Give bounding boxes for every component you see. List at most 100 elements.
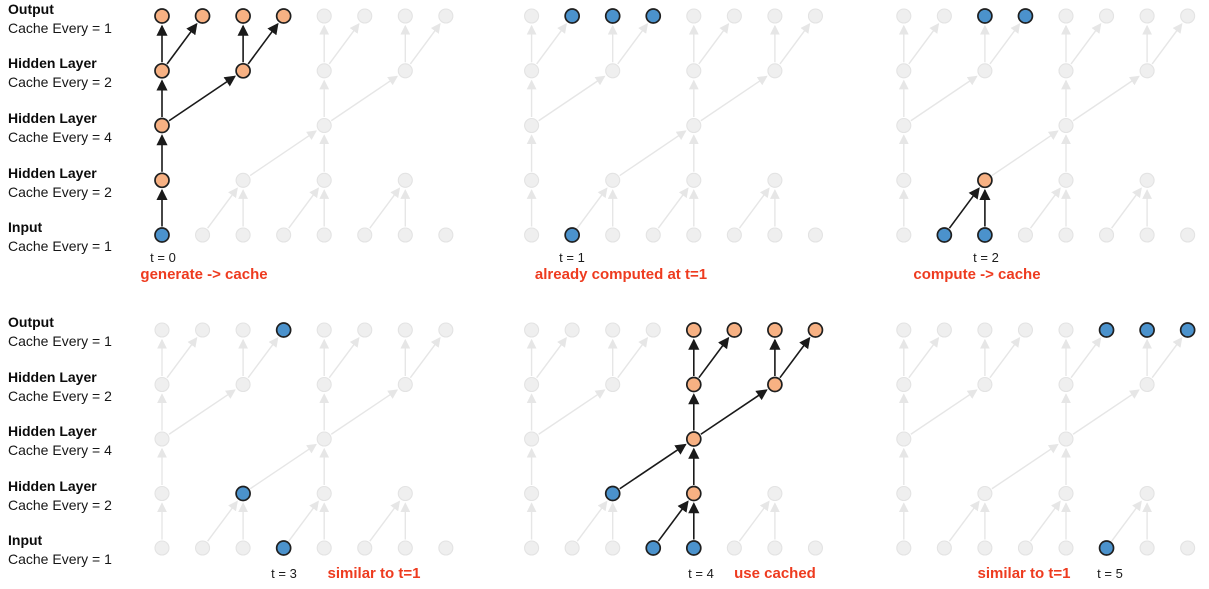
inactive-edge [1029, 187, 1061, 229]
node-computed-hidden-cache4-4 [685, 431, 702, 447]
node-computed-output-3 [275, 8, 292, 24]
node-computed-hidden-cache2-lower-2 [977, 172, 993, 189]
active-edge [700, 389, 768, 435]
node-inactive-hidden-cache2-lower-2 [235, 172, 251, 188]
inactive-edge [1070, 337, 1102, 379]
node-inactive-input-4 [1058, 540, 1074, 556]
node-inactive-input-3 [1017, 540, 1033, 556]
node-inactive-hidden-cache2-upper-4 [686, 63, 702, 79]
inactive-edge [989, 23, 1021, 65]
active-edge [948, 187, 980, 229]
node-inactive-input-7 [1180, 540, 1196, 556]
inactive-edge [207, 500, 238, 542]
node-inactive-input-7 [1180, 227, 1196, 243]
node-inactive-hidden-cache2-upper-0 [896, 376, 912, 393]
inactive-edge [1151, 337, 1183, 379]
caption-t2: compute -> cache [913, 266, 1041, 283]
inactive-edge [249, 130, 317, 177]
node-inactive-hidden-cache4-0 [896, 117, 912, 134]
node-inactive-input-2 [605, 540, 621, 556]
node-inactive-input-7 [438, 540, 454, 556]
node-inactive-hidden-cache4-4 [316, 117, 332, 134]
inactive-edge [247, 337, 279, 379]
node-inactive-hidden-cache2-lower-4 [1058, 172, 1074, 188]
layer-label-hidden2b-bottom: Hidden Layer Cache Every = 2 [8, 477, 112, 515]
node-inactive-output-5 [357, 322, 373, 338]
inactive-edge [330, 75, 399, 122]
node-inactive-hidden-cache4-4 [316, 431, 332, 447]
node-cached-output-3 [645, 8, 662, 24]
caption-t4: use cached [734, 565, 816, 582]
inactive-edge [779, 23, 811, 65]
panel-t5 [896, 322, 1196, 556]
node-cached-hidden-cache2-lower-2 [604, 485, 621, 502]
node-inactive-hidden-cache2-upper-0 [524, 63, 540, 79]
layer-cache-label: Cache Every = 2 [8, 497, 112, 513]
node-computed-output-4 [685, 322, 702, 338]
node-inactive-hidden-cache2-lower-2 [977, 485, 993, 502]
node-inactive-input-4 [316, 227, 332, 243]
layer-cache-label: Cache Every = 1 [8, 20, 112, 36]
node-inactive-output-5 [726, 8, 742, 24]
node-inactive-input-4 [316, 540, 332, 556]
node-inactive-hidden-cache4-4 [1058, 431, 1074, 447]
node-inactive-hidden-cache4-0 [524, 431, 540, 447]
node-inactive-hidden-cache2-lower-6 [767, 172, 783, 188]
node-inactive-hidden-cache2-lower-6 [1139, 485, 1155, 502]
inactive-edge [168, 389, 236, 435]
node-cached-input-1 [564, 227, 581, 243]
node-inactive-hidden-cache2-upper-2 [605, 376, 621, 393]
layer-cache-label: Cache Every = 2 [8, 184, 112, 200]
node-inactive-input-6 [767, 540, 783, 556]
inactive-edge [288, 500, 319, 542]
node-computed-output-6 [767, 322, 783, 338]
inactive-edge [536, 337, 567, 379]
node-inactive-output-1 [936, 8, 952, 24]
node-inactive-hidden-cache2-lower-6 [767, 485, 783, 502]
node-inactive-input-5 [726, 227, 742, 243]
node-inactive-output-3 [645, 322, 661, 338]
inactive-edge [409, 23, 441, 65]
inactive-edge [617, 337, 649, 379]
inactive-edge [700, 75, 768, 122]
node-inactive-output-2 [977, 322, 993, 338]
layer-title: Hidden Layer [8, 478, 97, 494]
node-cached-input-3 [645, 540, 662, 556]
node-inactive-output-2 [235, 322, 251, 338]
layer-title: Output [8, 314, 54, 330]
node-inactive-output-0 [524, 322, 540, 338]
node-computed-hidden-cache2-lower-0 [154, 172, 170, 189]
node-cached-input-5 [1098, 540, 1115, 556]
timestep-label-t2: t = 2 [973, 250, 999, 265]
node-inactive-hidden-cache2-lower-0 [524, 172, 540, 188]
node-inactive-output-4 [1058, 8, 1074, 24]
node-inactive-output-4 [316, 322, 332, 338]
node-inactive-output-6 [767, 8, 783, 24]
node-inactive-output-6 [397, 322, 413, 338]
node-computed-output-5 [726, 322, 743, 338]
caption-t0: generate -> cache [140, 266, 268, 283]
node-inactive-output-3 [1017, 322, 1033, 338]
node-inactive-hidden-cache2-upper-4 [1058, 63, 1074, 79]
node-inactive-hidden-cache4-0 [524, 117, 540, 134]
inactive-edge [288, 187, 319, 229]
layer-label-hidden4-top: Hidden Layer Cache Every = 4 [8, 109, 112, 147]
layer-cache-label: Cache Every = 1 [8, 238, 112, 254]
node-inactive-hidden-cache2-upper-2 [605, 63, 621, 79]
inactive-edge [910, 389, 978, 435]
node-inactive-hidden-cache2-lower-4 [316, 172, 332, 188]
inactive-edge [738, 187, 770, 229]
inactive-edge [738, 500, 770, 542]
node-inactive-output-7 [1180, 8, 1196, 24]
inactive-edge [369, 187, 401, 229]
node-inactive-hidden-cache2-upper-6 [397, 63, 413, 79]
node-inactive-hidden-cache2-lower-0 [154, 485, 170, 502]
node-inactive-input-1 [936, 540, 952, 556]
node-inactive-input-5 [1099, 227, 1115, 243]
node-cached-output-2 [977, 8, 993, 24]
node-inactive-hidden-cache4-4 [1058, 117, 1074, 134]
active-edge [698, 336, 730, 379]
node-inactive-output-7 [807, 8, 824, 24]
node-inactive-hidden-cache2-lower-0 [896, 485, 912, 502]
